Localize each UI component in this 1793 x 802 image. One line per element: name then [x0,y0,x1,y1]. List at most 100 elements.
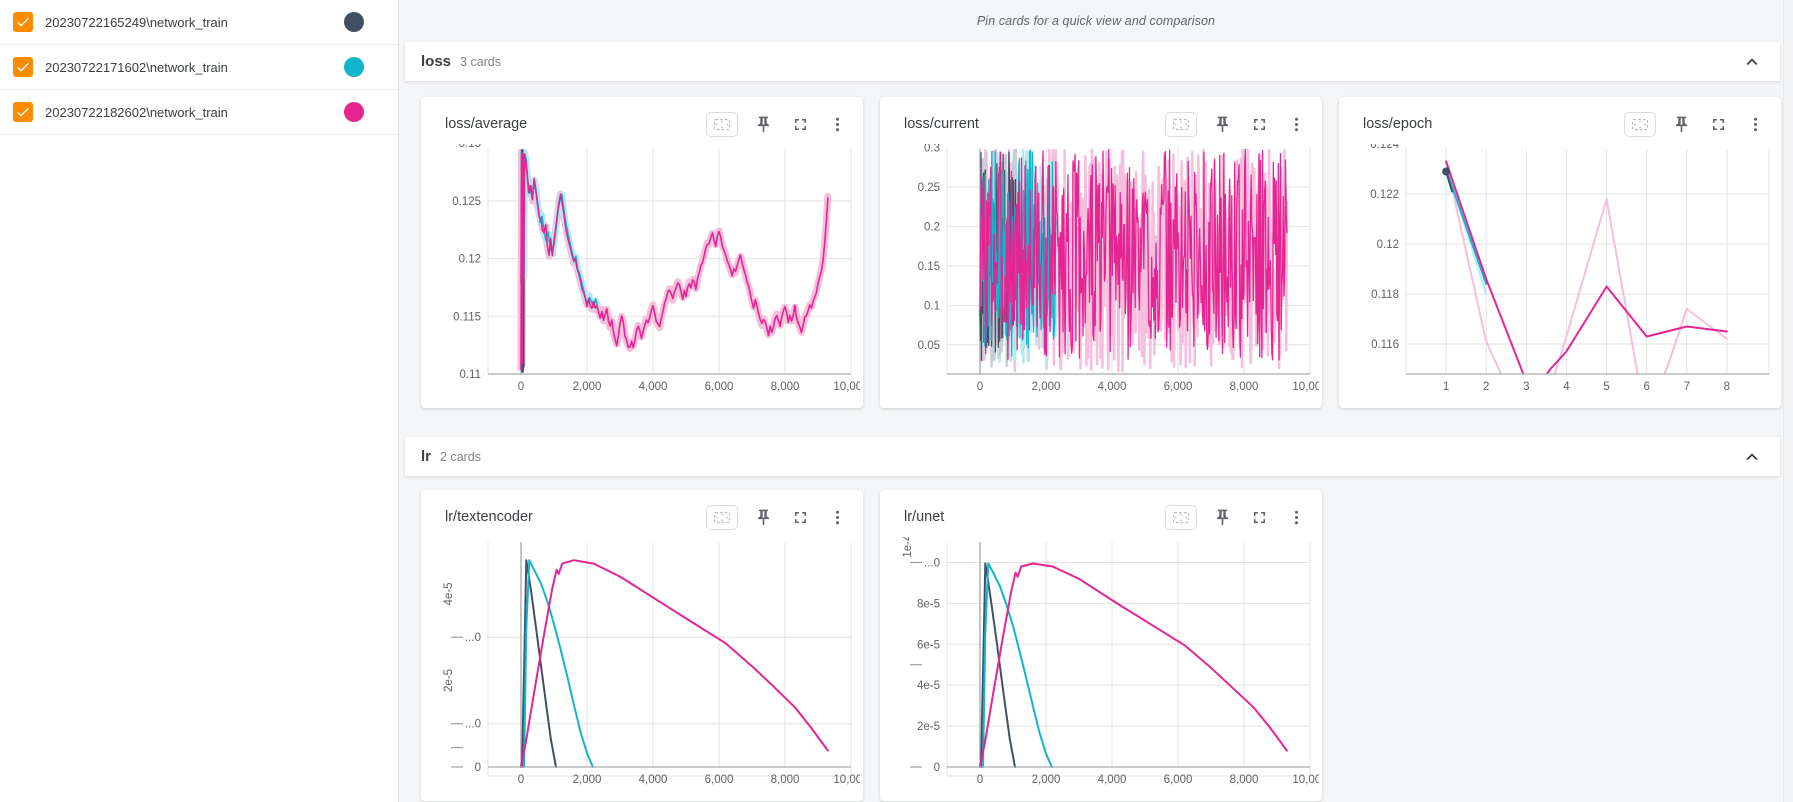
card-actions [1165,111,1308,137]
svg-text:6,000: 6,000 [1164,774,1193,786]
line-chart[interactable]: 4e-5 ...0 2e-5 ...0 0 0 2,000 4,000 6,000 8,000 10… [421,537,863,789]
fit-to-domain-button[interactable] [706,111,738,137]
fullscreen-button[interactable] [1247,505,1271,529]
x-axis-labels: 1 2 3 4 5 6 7 8 [1443,381,1730,393]
collapse-chevron-icon [1746,452,1758,460]
fit-to-domain-button[interactable] [1165,504,1197,530]
run-list: 20230722165249\network_train 20230722171… [0,0,398,135]
pin-card-button[interactable] [1210,112,1234,136]
svg-text:6,000: 6,000 [705,774,734,786]
metric-card-loss-epoch: loss/epoch 0.116 0.118 0.12 0.122 0.124 1 2 3 4 5… [1339,97,1781,408]
pin-card-button[interactable] [751,505,775,529]
svg-text:0.11: 0.11 [459,369,481,381]
line-chart[interactable]: 1e-4 ...0 8e-5 6e-5 4e-5 2e-5 0 0 2,000 4,000 6,00… [880,537,1322,789]
series-line-run3 [520,151,829,371]
svg-text:4,000: 4,000 [1098,774,1127,786]
pin-icon [1675,116,1687,132]
svg-text:...0: ...0 [465,632,481,644]
svg-text:8,000: 8,000 [771,381,800,393]
metric-card-loss-current: loss/current 0.05 0.1 0.15 0.2 0.25 0.3 0 2,000… [880,97,1322,408]
series-marker [1442,167,1451,176]
pin-card-button[interactable] [1210,505,1234,529]
series-line-run1 [521,559,557,768]
card-title: loss/current [904,116,979,132]
svg-text:8,000: 8,000 [1230,381,1259,393]
fullscreen-button[interactable] [788,505,812,529]
svg-text:2,000: 2,000 [573,774,602,786]
fit-to-domain-button[interactable] [1165,111,1197,137]
run-checkbox[interactable] [13,12,33,32]
line-chart[interactable]: 0.11 0.115 0.12 0.125 0.13 0 2,000 4,000 6,000 8,… [421,144,863,396]
run-list-item[interactable]: 20230722182602\network_train [0,90,398,135]
kebab-menu-icon [1294,117,1298,131]
pin-hint-bar: Pin cards for a quick view and compariso… [399,0,1793,42]
fullscreen-button[interactable] [1706,112,1730,136]
svg-text:10,000: 10,000 [1292,774,1322,786]
pin-icon [757,509,769,525]
section-title: loss [421,53,452,70]
vertical-scrollbar[interactable] [1783,0,1793,802]
y-axis-labels: 0.05 0.1 0.15 0.2 0.25 0.3 [918,144,940,352]
run-color-dot [344,12,364,32]
pin-card-button[interactable] [1669,112,1693,136]
fullscreen-icon [794,511,806,523]
fit-to-domain-button[interactable] [706,504,738,530]
svg-text:...0: ...0 [924,557,940,569]
svg-text:1: 1 [1443,381,1449,393]
x-axis-labels: 0 2,000 4,000 6,000 8,000 10,000 [518,774,860,786]
section-collapse-button[interactable] [1740,445,1764,469]
fullscreen-button[interactable] [1247,112,1271,136]
svg-text:2: 2 [1483,381,1489,393]
svg-text:5: 5 [1603,381,1609,393]
svg-text:4: 4 [1563,381,1570,393]
svg-text:4e-5: 4e-5 [443,582,455,605]
line-chart[interactable]: 0.05 0.1 0.15 0.2 0.25 0.3 0 2,000 4,000 6,000 8,0… [880,144,1322,396]
section-card-count: 3 cards [460,54,502,69]
card-menu-button[interactable] [825,505,849,529]
svg-text:0.115: 0.115 [453,311,481,323]
run-checkbox[interactable] [13,102,33,122]
fullscreen-button[interactable] [788,112,812,136]
svg-text:0.122: 0.122 [1370,189,1399,201]
card-title: loss/epoch [1363,116,1433,132]
x-axis-labels: 0 2,000 4,000 6,000 8,000 10,000 [977,381,1322,393]
card-menu-button[interactable] [1284,112,1308,136]
section-header-lr[interactable]: lr 2 cards [405,437,1780,476]
card-header: loss/epoch [1363,110,1767,138]
run-list-item[interactable]: 20230722171602\network_train [0,45,398,90]
card-header: loss/average [445,110,849,138]
svg-text:2e-5: 2e-5 [443,669,455,692]
fit-to-domain-icon [713,511,731,523]
checkmark-icon [17,62,29,72]
card-header: lr/unet [904,503,1308,531]
section-card-count: 2 cards [440,449,482,464]
fit-to-domain-icon [1172,118,1190,130]
card-menu-button[interactable] [1743,112,1767,136]
series-line-run3-band [517,149,832,372]
line-chart[interactable]: 0.116 0.118 0.12 0.122 0.124 1 2 3 4 5 6 7 8 [1339,144,1781,396]
kebab-menu-icon [835,117,839,131]
svg-text:0: 0 [977,381,983,393]
card-menu-button[interactable] [825,112,849,136]
run-name: 20230722182602\network_train [45,104,228,120]
svg-text:10,000: 10,000 [833,381,863,393]
pin-icon [1216,116,1228,132]
fit-to-domain-icon [713,118,731,130]
svg-text:0.12: 0.12 [1377,239,1399,251]
x-axis-labels: 0 2,000 4,000 6,000 8,000 10,000 [518,381,863,393]
chart-series [979,562,1288,768]
main-panel: Pin cards for a quick view and compariso… [399,0,1793,802]
svg-text:0.13: 0.13 [459,144,481,150]
checkmark-icon [17,17,29,27]
section-header-loss[interactable]: loss 3 cards [405,42,1780,81]
run-list-item[interactable]: 20230722165249\network_train [0,0,398,45]
svg-text:0: 0 [977,774,983,786]
run-checkbox[interactable] [13,57,33,77]
svg-text:10,000: 10,000 [1292,381,1322,393]
section-collapse-button[interactable] [1740,50,1764,74]
fit-to-domain-button[interactable] [1624,111,1656,137]
metric-card-lr-textencoder: lr/textencoder 4e-5 ...0 2e-5 ...0 0 0 2,000 4,… [421,490,863,801]
fullscreen-icon [1253,511,1265,523]
pin-card-button[interactable] [751,112,775,136]
card-menu-button[interactable] [1284,505,1308,529]
